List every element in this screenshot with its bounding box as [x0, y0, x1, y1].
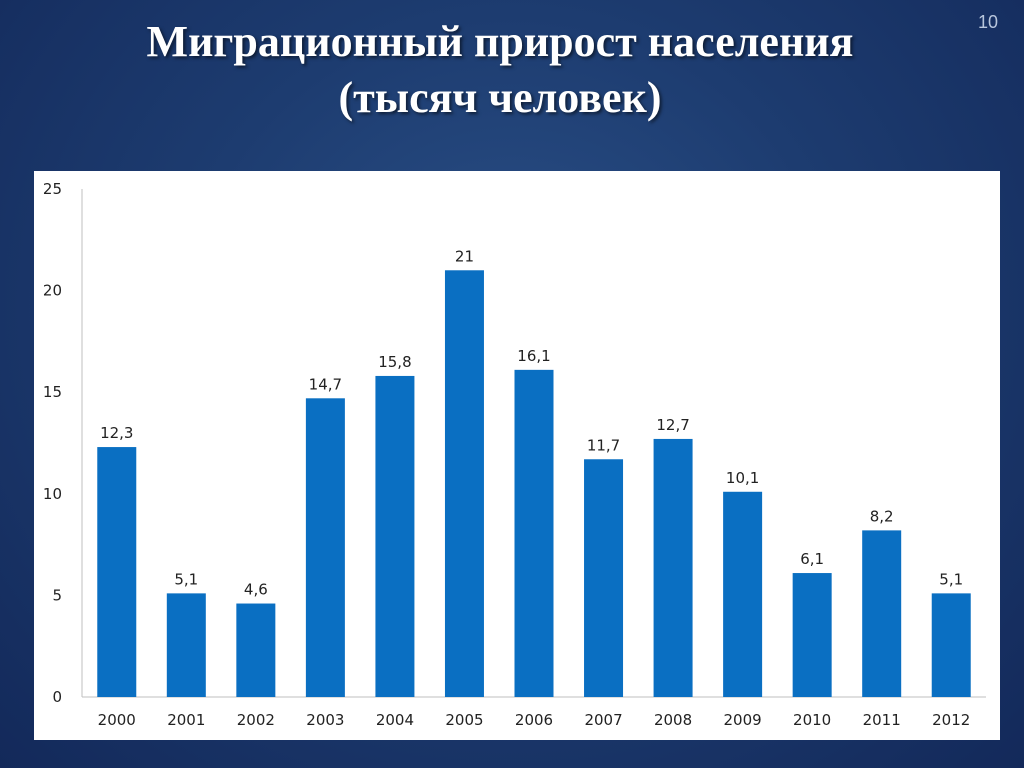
x-tick-label-2000: 2000: [98, 711, 136, 729]
bar-2006: [514, 369, 554, 697]
bar-2008: [653, 438, 693, 697]
x-tick-label-2008: 2008: [654, 711, 692, 729]
x-tick-label-2007: 2007: [584, 711, 622, 729]
y-tick-label: 0: [52, 688, 62, 706]
bars: [97, 270, 971, 697]
data-label-2007: 11,7: [587, 436, 620, 454]
x-tick-label-2010: 2010: [793, 711, 831, 729]
chart-panel: 0 5 10 15 20 25 12,3 5,1 4,6 14,7 15,8 21 16,1 11,7 1…: [34, 171, 1000, 740]
data-label-2008: 12,7: [656, 416, 689, 434]
title-line-1: Миграционный прирост населения: [146, 17, 854, 66]
bar-2010: [792, 573, 832, 697]
x-tick-label-2012: 2012: [932, 711, 970, 729]
bar-2004: [375, 375, 415, 697]
bar-2011: [862, 530, 902, 697]
y-tick-label: 20: [43, 282, 62, 300]
x-tick-label-2003: 2003: [306, 711, 344, 729]
x-tick-label-2011: 2011: [863, 711, 901, 729]
data-label-2012: 5,1: [939, 570, 963, 588]
y-tick-label: 15: [43, 383, 62, 401]
bar-2001: [166, 593, 206, 697]
data-label-2001: 5,1: [174, 570, 198, 588]
y-tick-label: 5: [52, 586, 62, 604]
y-tick-label: 10: [43, 485, 62, 503]
y-axis-labels: 0 5 10 15 20 25: [43, 180, 62, 706]
bar-2005: [444, 270, 484, 697]
data-label-2010: 6,1: [800, 550, 824, 568]
slide-number: 10: [977, 12, 998, 32]
bar-2000: [97, 447, 137, 697]
bar-2007: [584, 459, 624, 697]
data-label-2002: 4,6: [244, 581, 268, 599]
bar-2003: [305, 398, 345, 697]
x-axis-labels: 2000 2001 2002 2003 2004 2005 2006 2007 2008 2009…: [98, 711, 971, 729]
data-label-2009: 10,1: [726, 469, 759, 487]
x-tick-label-2006: 2006: [515, 711, 553, 729]
bar-2012: [931, 593, 971, 697]
data-label-2005: 21: [455, 247, 474, 265]
value-labels: 12,3 5,1 4,6 14,7 15,8 21 16,1 11,7 12,7 10,1 6,1 8…: [100, 247, 963, 598]
bar-2009: [723, 491, 763, 697]
data-label-2006: 16,1: [517, 347, 550, 365]
y-tick-label: 25: [43, 180, 62, 198]
data-label-2004: 15,8: [378, 353, 411, 371]
data-label-2011: 8,2: [870, 507, 894, 525]
data-label-2003: 14,7: [309, 375, 342, 393]
title-line-2: (тысяч человек): [338, 73, 662, 122]
slide-title: Миграционный прирост населения (тысяч че…: [0, 14, 1000, 126]
x-tick-label-2009: 2009: [724, 711, 762, 729]
x-tick-label-2004: 2004: [376, 711, 414, 729]
x-tick-label-2005: 2005: [445, 711, 483, 729]
x-tick-label-2001: 2001: [167, 711, 205, 729]
bar-2002: [236, 603, 276, 697]
x-tick-label-2002: 2002: [237, 711, 275, 729]
data-label-2000: 12,3: [100, 424, 133, 442]
